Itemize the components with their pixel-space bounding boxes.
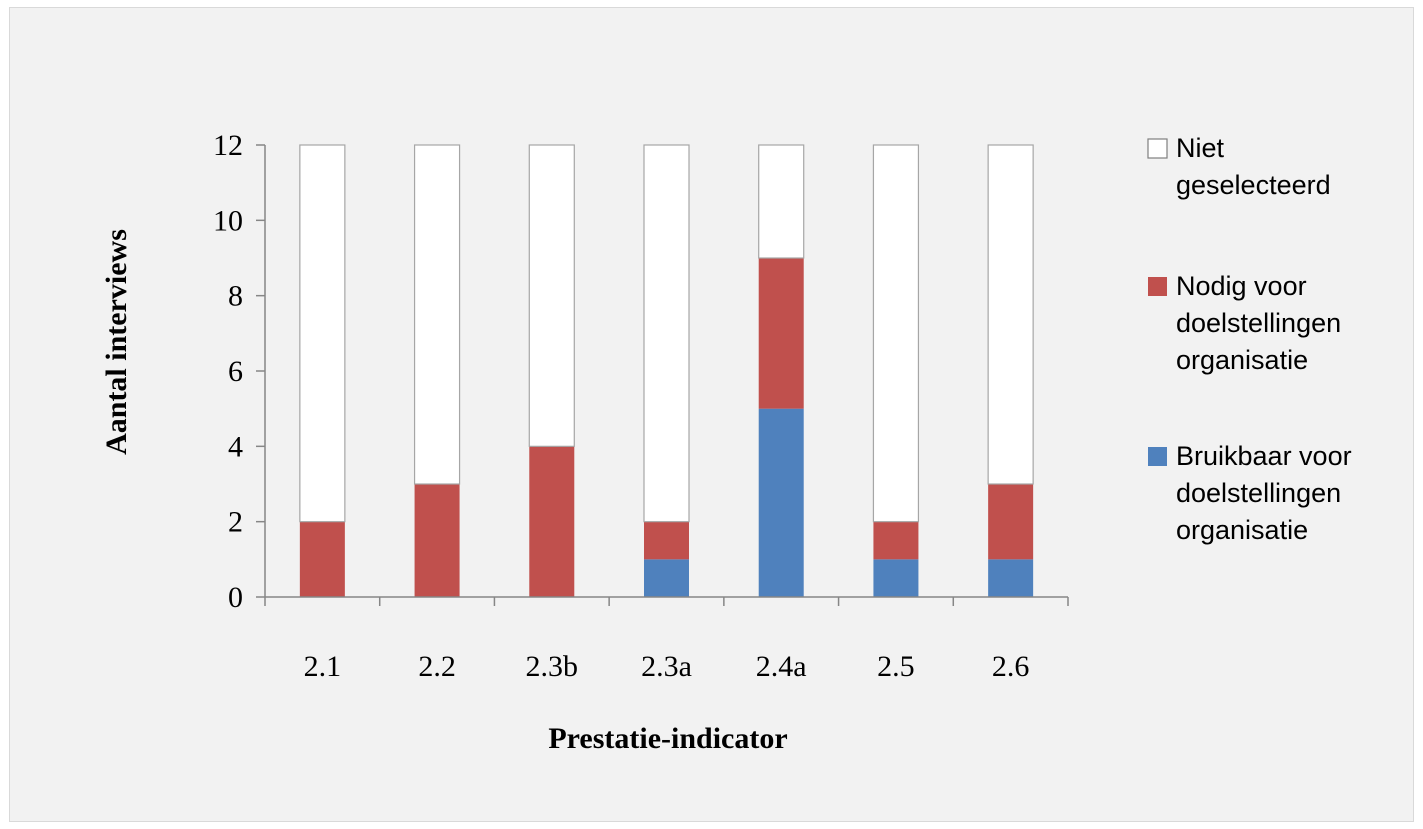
x-tick-label: 2.6 — [992, 650, 1030, 683]
legend-swatch — [1147, 138, 1168, 159]
bar-segment-2.2-series-2 — [414, 484, 460, 597]
bar-segment-2.1-series-2 — [299, 521, 345, 597]
bar-segment-2.3b-series-3 — [528, 144, 575, 447]
bar-segment-2.6-series-3 — [987, 144, 1034, 485]
bar-segment-2.3b-series-2 — [529, 446, 575, 597]
x-tick-label: 2.5 — [877, 650, 915, 683]
legend: Niet geselecteerd Nodig voor doelstellingen… — [1147, 133, 1352, 545]
x-tick-label: 2.3a — [641, 650, 692, 683]
bar-segment-2.3a-series-2 — [644, 521, 689, 560]
x-tick-label: 2.1 — [304, 650, 342, 683]
legend-label: doelstellingen — [1176, 478, 1341, 508]
y-tick-label: 2 — [228, 506, 243, 539]
y-tick-label: 8 — [228, 280, 243, 313]
bar-segment-2.2-series-3 — [413, 144, 461, 485]
bar-segment-2.5-series-3 — [872, 144, 920, 523]
bar-segment-2.5-series-2 — [873, 521, 919, 560]
legend-label: geselecteerd — [1176, 170, 1331, 200]
legend-label: organisatie — [1176, 515, 1308, 545]
axes: 0 2 4 6 8 10 12 2.1 2.2 2.3b 2.3a 2.4a 2.5 2.6 — [213, 129, 1069, 683]
bar-segment-2.4a-series-1 — [758, 408, 804, 597]
bar-segment-2.6-series-2 — [988, 484, 1034, 560]
y-axis-title: Aantal interviews — [100, 229, 133, 455]
legend-label: Nodig voor — [1176, 271, 1307, 301]
plot-area — [299, 144, 1034, 597]
legend-swatch — [1148, 277, 1167, 296]
y-tick-label: 12 — [213, 129, 243, 162]
x-tick-label: 2.3b — [526, 650, 579, 683]
bar-segment-2.6-series-1 — [988, 559, 1034, 597]
bar-segment-2.5-series-1 — [873, 559, 919, 597]
y-tick-label: 6 — [228, 355, 243, 388]
legend-label: Niet — [1176, 133, 1225, 163]
bar-segment-2.4a-series-3 — [758, 144, 805, 259]
bar-segment-2.3a-series-3 — [643, 144, 690, 523]
y-tick-label: 0 — [228, 581, 243, 614]
x-tick-label: 2.4a — [756, 650, 807, 683]
legend-label: organisatie — [1176, 345, 1308, 375]
y-tick-label: 10 — [213, 204, 243, 237]
legend-label: doelstellingen — [1176, 308, 1341, 338]
bar-segment-2.4a-series-2 — [758, 258, 804, 409]
legend-label: Bruikbaar voor — [1176, 441, 1352, 471]
legend-swatch — [1148, 447, 1167, 466]
bar-segment-2.1-series-3 — [299, 144, 346, 523]
x-tick-label: 2.2 — [418, 650, 456, 683]
chart-area — [9, 7, 1414, 822]
x-axis-title: Prestatie-indicator — [548, 722, 787, 755]
y-tick-label: 4 — [228, 430, 243, 463]
bar-segment-2.3a-series-1 — [644, 559, 689, 597]
